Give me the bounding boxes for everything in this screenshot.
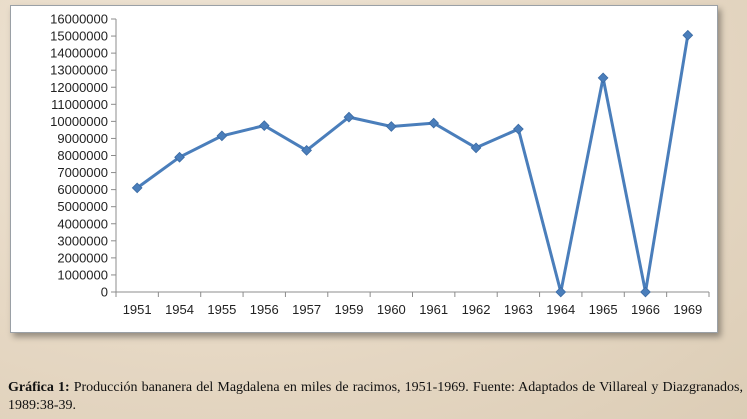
data-point-marker (131, 182, 143, 194)
data-point-marker (513, 123, 524, 135)
x-tick-label: 1962 (462, 302, 491, 317)
x-tick-label: 1965 (589, 302, 618, 317)
line-chart: 0 1000000 2000000 3000000 4000000 5000000 6000… (50, 12, 710, 317)
data-point-marker (470, 142, 482, 154)
x-axis: 1951 1954 1955 1956 1957 1959 1960 1961 1962 1963… (115, 291, 710, 317)
data-point-marker (428, 117, 440, 129)
y-tick-label: 14000000 (50, 46, 108, 61)
data-point-marker (343, 111, 355, 123)
y-tick-label: 0 (101, 285, 108, 300)
x-tick-label: 1963 (504, 302, 533, 317)
y-axis: 0 1000000 2000000 3000000 4000000 5000000 6000… (50, 12, 117, 300)
data-point-marker (385, 121, 397, 132)
x-tick-label: 1964 (546, 302, 575, 317)
data-point-marker (301, 145, 312, 156)
x-tick-label: 1957 (292, 302, 321, 317)
series-line (136, 34, 690, 294)
x-tick-label: 1951 (123, 302, 152, 317)
x-tick-label: 1956 (250, 302, 279, 317)
x-tick-label: 1960 (377, 302, 406, 317)
y-tick-label: 10000000 (50, 114, 108, 129)
data-point-marker (216, 130, 228, 142)
caption-text: Producción bananera del Magdalena en mil… (8, 380, 743, 413)
series (131, 29, 694, 298)
data-point-marker (174, 151, 185, 163)
y-tick-label: 16000000 (50, 12, 108, 27)
data-point-marker (597, 72, 609, 84)
y-tick-label: 9000000 (57, 131, 108, 146)
data-point-marker (555, 286, 567, 298)
y-tick-label: 11000000 (51, 97, 108, 112)
y-tick-label: 5000000 (57, 199, 108, 214)
x-tick-label: 1955 (207, 302, 236, 317)
caption-label: Gráfica 1: (8, 380, 70, 395)
x-tick-label: 1966 (631, 302, 660, 317)
y-tick-label: 6000000 (57, 182, 108, 197)
y-tick-label: 15000000 (50, 29, 108, 44)
y-tick-label: 8000000 (57, 148, 108, 163)
y-tick-label: 1000000 (57, 267, 108, 282)
x-tick-label: 1954 (165, 302, 194, 317)
data-point-marker (640, 286, 651, 298)
y-tick-label: 2000000 (57, 250, 108, 265)
x-tick-label: 1959 (335, 302, 364, 317)
data-point-marker (258, 120, 270, 132)
data-point-marker (682, 29, 694, 41)
chart-frame: 0 1000000 2000000 3000000 4000000 5000000 6000… (10, 5, 718, 333)
x-tick-label: 1961 (419, 302, 448, 317)
y-tick-label: 4000000 (57, 216, 108, 231)
figure-caption: Gráfica 1: Producción bananera del Magda… (8, 379, 743, 415)
y-tick-label: 3000000 (57, 233, 108, 248)
y-tick-label: 7000000 (57, 165, 108, 180)
x-tick-label: 1969 (673, 302, 702, 317)
y-tick-label: 13000000 (50, 63, 108, 78)
y-tick-label: 12000000 (50, 80, 108, 95)
